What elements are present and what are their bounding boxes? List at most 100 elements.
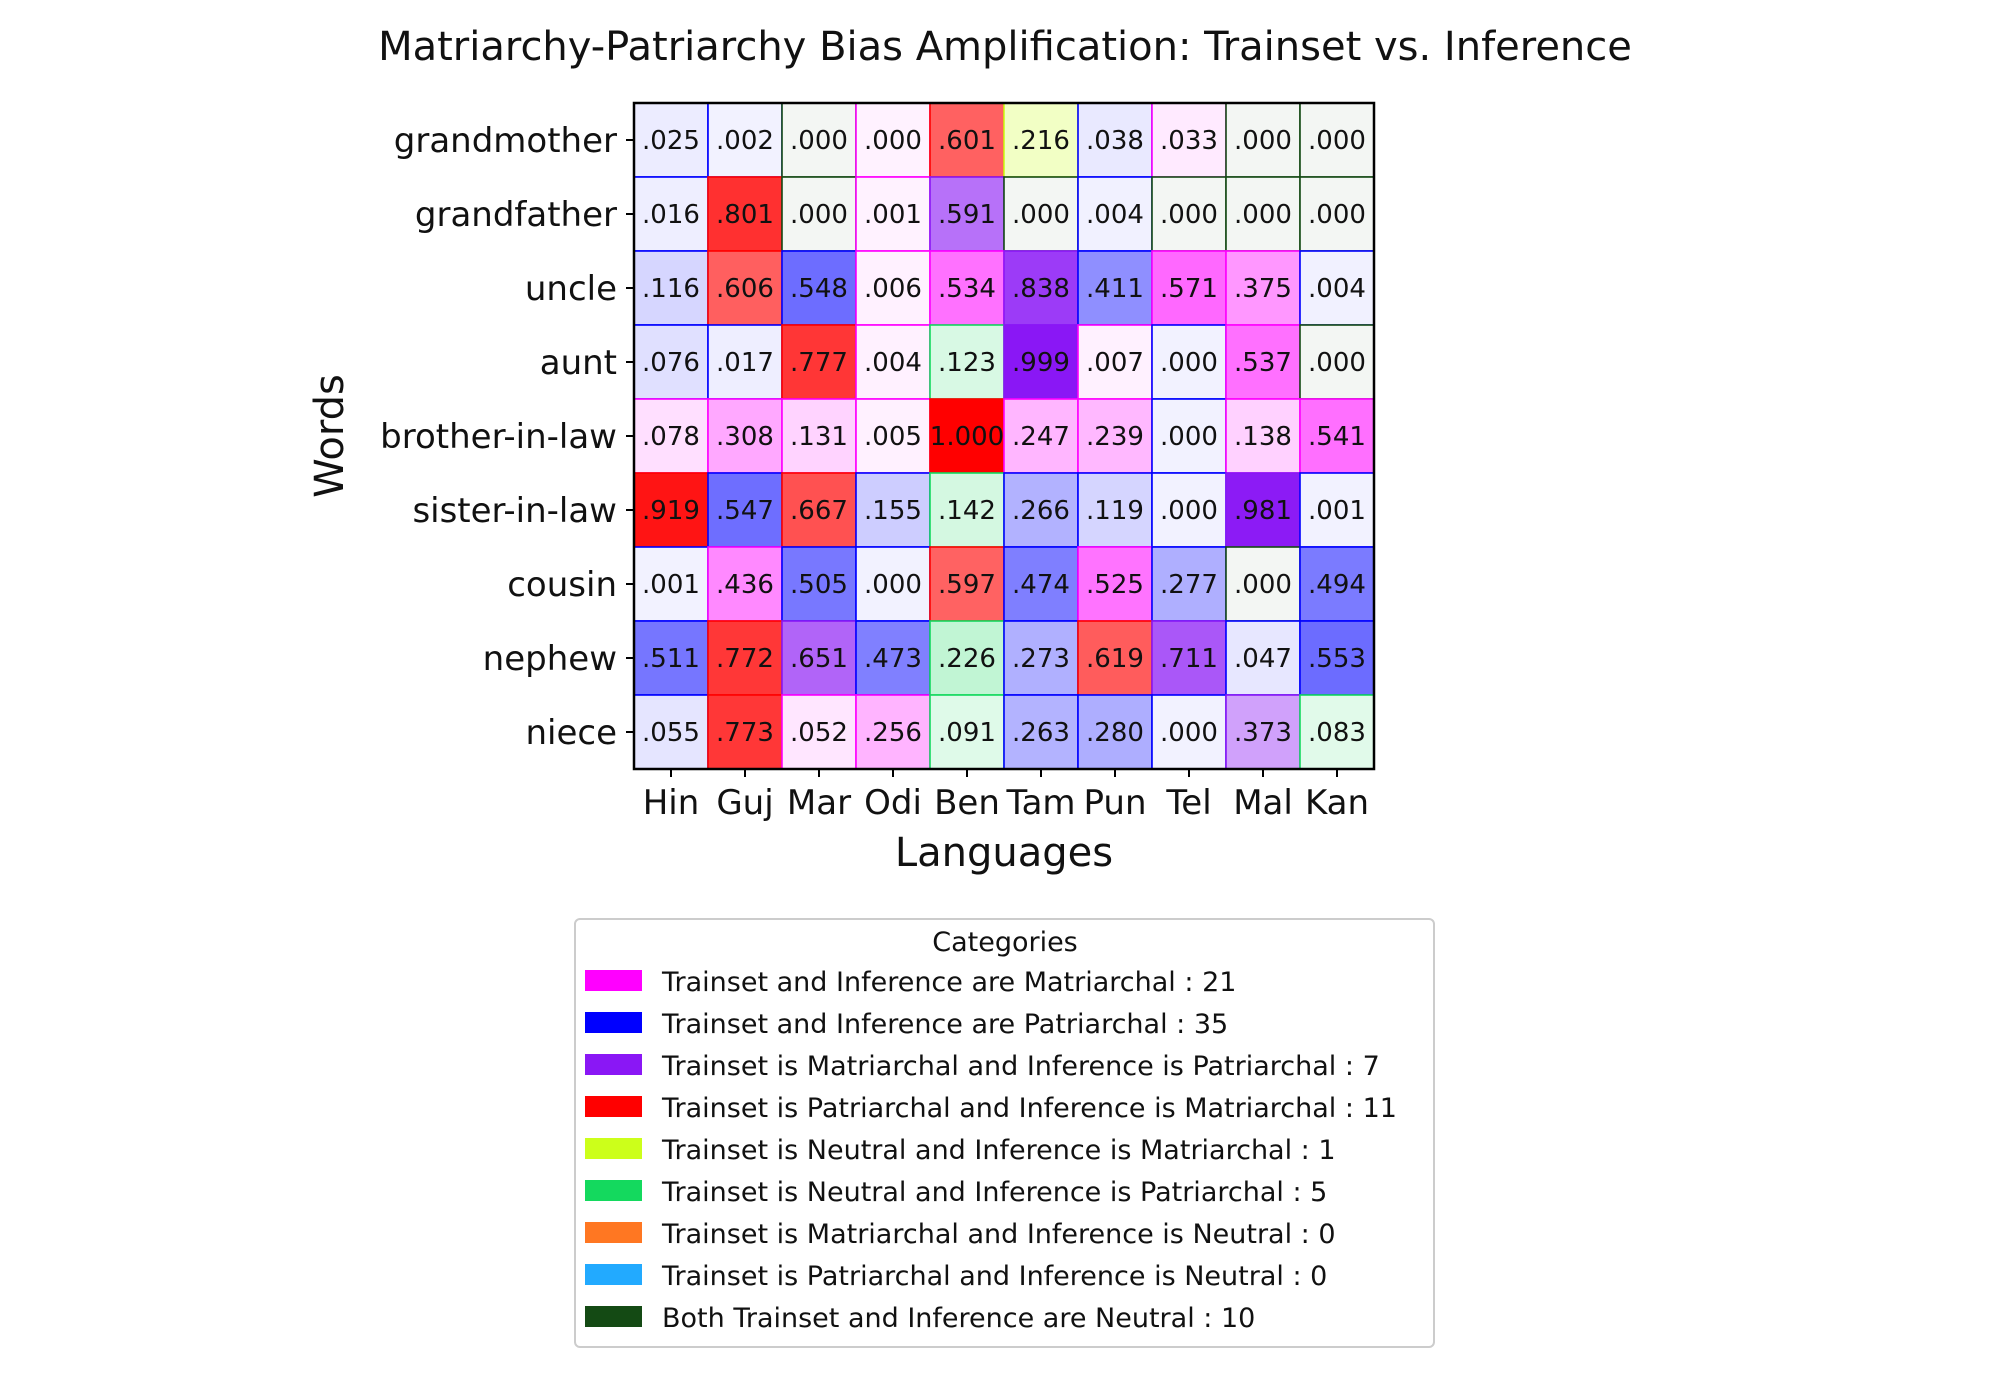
- cell-value-label: .004: [1308, 274, 1366, 304]
- cell-value-label: .597: [938, 570, 996, 600]
- y-tick-label: uncle: [525, 269, 617, 309]
- legend-swatch: [585, 970, 642, 991]
- cell-value-label: .436: [716, 570, 774, 600]
- heatmap-cell: [1225, 324, 1301, 400]
- cell-value-label: .591: [938, 200, 996, 230]
- x-tick-label: Mar: [787, 783, 851, 823]
- cell-value-label: .000: [1308, 126, 1366, 156]
- heatmap-cell: [1225, 694, 1301, 770]
- heatmap-cell: [1077, 546, 1153, 622]
- cell-value-label: .004: [864, 348, 922, 378]
- heatmap-cell: [781, 694, 857, 770]
- heatmap-cell: [633, 250, 709, 326]
- cell-value-label: .525: [1086, 570, 1144, 600]
- cell-value-label: .553: [1308, 644, 1366, 674]
- cell-value-label: .000: [1012, 200, 1070, 230]
- heatmap-cell: [781, 620, 857, 696]
- cell-value-label: .002: [716, 126, 774, 156]
- legend-entry-label: Trainset is Matriarchal and Inference is…: [661, 1051, 1380, 1082]
- cell-value-label: .091: [938, 718, 996, 748]
- y-tick-label: grandmother: [394, 121, 617, 161]
- x-tick-label: Mal: [1233, 783, 1293, 823]
- cell-value-label: .016: [642, 200, 700, 230]
- cell-value-label: .000: [1160, 718, 1218, 748]
- heatmap-cell: [1151, 694, 1227, 770]
- cell-value-label: .004: [1086, 200, 1144, 230]
- heatmap-cell: [1225, 546, 1301, 622]
- legend-swatch: [585, 1138, 642, 1159]
- cell-value-label: .038: [1086, 126, 1144, 156]
- x-axis-label: Languages: [895, 830, 1113, 876]
- legend-entry-label: Both Trainset and Inference are Neutral …: [662, 1303, 1255, 1334]
- cell-value-label: .773: [716, 718, 774, 748]
- cell-value-label: .226: [938, 644, 996, 674]
- legend-swatch: [585, 1306, 642, 1327]
- cell-value-label: .541: [1308, 422, 1366, 452]
- cell-value-label: .055: [642, 718, 700, 748]
- heatmap-cell: [1151, 398, 1227, 474]
- cell-value-label: .651: [790, 644, 848, 674]
- legend-title: Categories: [932, 927, 1078, 958]
- cell-value-label: .047: [1234, 644, 1292, 674]
- cell-value-label: .571: [1160, 274, 1218, 304]
- axis-ticks: Hin Guj Mar Odi Ben Tam Pun Tel Mal Kan grandmothe…: [380, 121, 1369, 823]
- legend-swatch: [585, 1222, 642, 1243]
- legend-entry-label: Trainset is Matriarchal and Inference is…: [661, 1219, 1336, 1250]
- cell-value-label: .076: [642, 348, 700, 378]
- cell-value-label: .505: [790, 570, 848, 600]
- cell-value-label: .619: [1086, 644, 1144, 674]
- heatmap-cell: [1299, 324, 1375, 400]
- cell-value-label: .981: [1234, 496, 1292, 526]
- cell-value-label: .007: [1086, 348, 1144, 378]
- cell-value-label: .078: [642, 422, 700, 452]
- cell-value-label: .155: [864, 496, 922, 526]
- heatmap-cell: [1077, 176, 1153, 252]
- heatmap-cell: [707, 102, 783, 178]
- cell-value-label: .239: [1086, 422, 1144, 452]
- cell-value-label: .548: [790, 274, 848, 304]
- heatmap-cell: [1077, 694, 1153, 770]
- legend-swatch: [585, 1012, 642, 1033]
- y-tick-label: niece: [525, 713, 617, 753]
- cell-value-label: .000: [864, 126, 922, 156]
- legend-swatch: [585, 1180, 642, 1201]
- heatmap-cell: [781, 398, 857, 474]
- y-tick-label: grandfather: [415, 195, 617, 235]
- heatmap-cell: [1225, 398, 1301, 474]
- heatmap-cell: [707, 620, 783, 696]
- heatmap-cell: [929, 472, 1005, 548]
- heatmap-cell: [1003, 398, 1079, 474]
- cell-value-label: .000: [1160, 200, 1218, 230]
- cell-value-label: .000: [790, 200, 848, 230]
- legend-frame: [574, 918, 1435, 1348]
- heatmap-cell: [855, 472, 931, 548]
- heatmap-cell: [1003, 546, 1079, 622]
- y-tick-label: nephew: [483, 639, 617, 679]
- x-tick-label: Odi: [864, 783, 922, 823]
- x-tick-label: Tel: [1165, 783, 1211, 823]
- cell-value-label: .838: [1012, 274, 1070, 304]
- heatmap-cell: [855, 546, 931, 622]
- cell-value-label: .606: [716, 274, 774, 304]
- cell-value-label: .033: [1160, 126, 1218, 156]
- heatmap-cell: [1299, 102, 1375, 178]
- heatmap-cell: [1003, 620, 1079, 696]
- x-tick-label: Tam: [1005, 783, 1075, 823]
- cell-value-label: .474: [1012, 570, 1070, 600]
- heatmap-cells: .025 .002 .000 .000 .601 .216 .038 .033 .000 .000…: [633, 102, 1375, 770]
- heatmap-cell: [1225, 620, 1301, 696]
- cell-value-label: .000: [790, 126, 848, 156]
- heatmap-cell: [1299, 176, 1375, 252]
- cell-value-label: .216: [1012, 126, 1070, 156]
- heatmap-cell: [781, 472, 857, 548]
- heatmap-cell: [1151, 546, 1227, 622]
- cell-value-label: .308: [716, 422, 774, 452]
- y-axis-label: Words: [307, 374, 353, 498]
- heatmap-cell: [1151, 250, 1227, 326]
- cell-value-label: .001: [642, 570, 700, 600]
- x-tick-label: Hin: [643, 783, 700, 823]
- chart-title: Matriarchy-Patriarchy Bias Amplification…: [378, 24, 1632, 70]
- cell-value-label: .801: [716, 200, 774, 230]
- heatmap-cell: [1225, 176, 1301, 252]
- cell-value-label: .000: [1234, 570, 1292, 600]
